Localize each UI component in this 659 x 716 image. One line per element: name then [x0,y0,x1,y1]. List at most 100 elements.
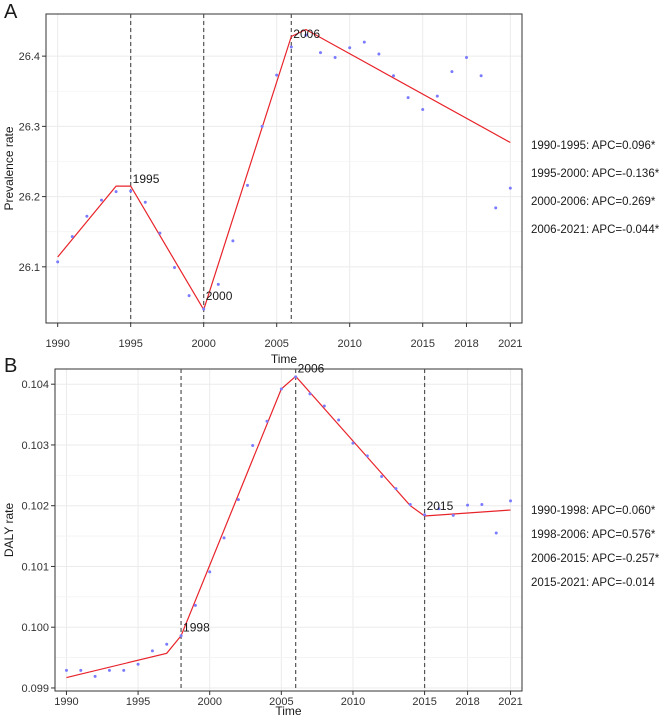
observed-point [509,499,513,503]
observed-point [465,56,469,60]
apc-label: 2000-2006: APC=0.269* [531,196,656,208]
breakpoint-label-1998: 1998 [183,621,210,635]
observed-point [193,603,197,607]
breakpoint-lines-b [180,369,426,691]
breakpoint-label-2006: 2006 [298,361,325,375]
observed-point [122,668,126,672]
observed-point [64,668,68,672]
x-tick-labels-a: 1990 1995 2000 2005 2010 2015 2018 2021 [45,323,523,350]
observed-point [107,668,111,672]
observed-point [245,183,249,187]
observed-point [308,392,312,396]
observed-point [466,503,470,507]
x-axis-title-b: Time [275,704,302,716]
x-tick-label: 2005 [264,338,288,350]
plot-frame-a [45,13,523,324]
x-tick-label: 2021 [498,696,522,708]
y-tick-labels-a: 26.1 26.2 26.3 26.4 [19,51,46,274]
apc-annotations-a: 1990-1995: APC=0.096* 1995-2000: APC=-0.1… [531,140,659,236]
y-tick-label: 26.2 [19,192,40,204]
apc-label: 2006-2021: APC=-0.044* [531,224,659,236]
apc-label: 1998-2006: APC=0.576* [531,529,656,541]
observed-point [222,536,226,540]
observed-points-a [56,33,512,311]
observed-point [451,513,455,517]
observed-point [333,56,337,60]
observed-point [494,531,498,535]
breakpoint-labels-b: 1998 2006 2015 [183,361,454,634]
x-tick-labels-b: 1990 1995 2000 2005 2010 2015 2018 2021 [54,691,523,708]
observed-point [479,74,483,78]
observed-point [143,200,147,204]
observed-point [85,214,89,218]
observed-point [187,294,191,298]
x-tick-label: 1995 [118,338,142,350]
observed-point [348,46,352,50]
x-tick-label: 2018 [454,338,478,350]
panel-letter-b: B [4,355,17,377]
y-tick-labels-b: 0.099 0.100 0.101 0.102 0.103 0.104 [21,379,55,695]
plot-frame-b [54,368,523,692]
observed-point [437,507,441,511]
observed-point [494,206,498,210]
apc-label: 1995-2000: APC=-0.136* [531,168,659,180]
observed-point [136,662,140,666]
observed-point [70,235,74,239]
observed-point [319,51,323,55]
y-tick-label: 0.101 [21,561,49,573]
observed-point [129,189,133,193]
observed-point [150,649,154,653]
observed-point [322,404,326,408]
observed-point [435,94,439,98]
observed-point [172,266,176,270]
x-tick-label: 2010 [341,696,365,708]
x-tick-label: 1995 [126,696,150,708]
y-tick-label: 0.103 [21,440,49,452]
apc-label: 1990-1998: APC=0.060* [531,505,656,517]
fitted-line-a [57,28,511,312]
grid-b [55,369,522,691]
observed-point [289,45,293,49]
y-tick-label: 26.4 [19,51,40,63]
x-tick-label: 2000 [197,696,221,708]
observed-point [380,475,384,479]
observed-point [260,124,264,128]
x-tick-label: 2005 [269,696,293,708]
observed-point [337,418,341,422]
observed-point [251,444,255,448]
observed-point [394,487,398,491]
apc-label: 2006-2015: APC=-0.257* [531,553,659,565]
observed-point [79,668,83,672]
x-tick-label: 2000 [191,338,215,350]
observed-point [480,502,484,506]
observed-point [208,570,212,574]
observed-point [99,198,103,202]
y-tick-label: 26.1 [19,262,40,274]
breakpoint-lines-a [130,14,292,323]
breakpoint-labels-a: 1995 2000 2006 [133,27,321,303]
observed-point [392,74,396,78]
x-tick-label: 2021 [498,338,522,350]
observed-point [362,40,366,44]
y-tick-label: 0.099 [21,683,49,695]
apc-annotations-b: 1990-1998: APC=0.060* 1998-2006: APC=0.57… [531,505,659,589]
y-tick-label: 0.104 [21,379,49,391]
breakpoint-label-1995: 1995 [133,172,160,186]
x-tick-label: 2018 [455,696,479,708]
observed-point [231,239,235,243]
observed-point [93,674,97,678]
y-tick-label: 26.3 [19,121,40,133]
x-tick-label: 2015 [410,338,434,350]
observed-point [304,33,308,37]
y-tick-label: 0.102 [21,501,49,513]
observed-point [275,73,279,77]
observed-point [265,419,269,423]
observed-points-b [64,375,513,678]
grid-a [46,14,522,323]
apc-label: 2015-2021: APC=-0.014 [531,577,655,589]
apc-label: 1990-1995: APC=0.096* [531,140,656,152]
x-axis-title-a: Time [271,352,298,366]
fitted-line-b [66,375,511,679]
panel-letter-a: A [4,1,18,23]
observed-point [294,375,298,379]
